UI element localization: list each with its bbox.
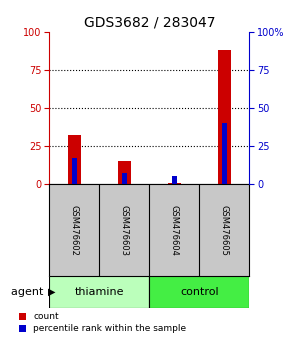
- Text: control: control: [180, 287, 219, 297]
- Bar: [49, 276, 149, 308]
- Bar: [118, 161, 130, 184]
- Text: GSM476605: GSM476605: [220, 205, 229, 256]
- Bar: [218, 50, 231, 184]
- Bar: [72, 158, 77, 184]
- Bar: [222, 123, 227, 184]
- Title: GDS3682 / 283047: GDS3682 / 283047: [84, 15, 215, 29]
- Bar: [172, 177, 177, 184]
- Text: GSM476602: GSM476602: [70, 205, 79, 256]
- Bar: [149, 276, 249, 308]
- Bar: [168, 183, 181, 184]
- Text: ▶: ▶: [48, 287, 55, 297]
- Legend: count, percentile rank within the sample: count, percentile rank within the sample: [19, 313, 186, 333]
- Text: thiamine: thiamine: [75, 287, 124, 297]
- Bar: [68, 135, 81, 184]
- Text: GSM476604: GSM476604: [170, 205, 179, 256]
- Bar: [122, 173, 127, 184]
- Text: agent: agent: [10, 287, 46, 297]
- Text: GSM476603: GSM476603: [120, 205, 129, 256]
